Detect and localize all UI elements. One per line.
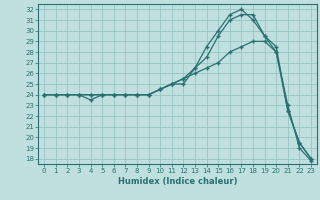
X-axis label: Humidex (Indice chaleur): Humidex (Indice chaleur) xyxy=(118,177,237,186)
